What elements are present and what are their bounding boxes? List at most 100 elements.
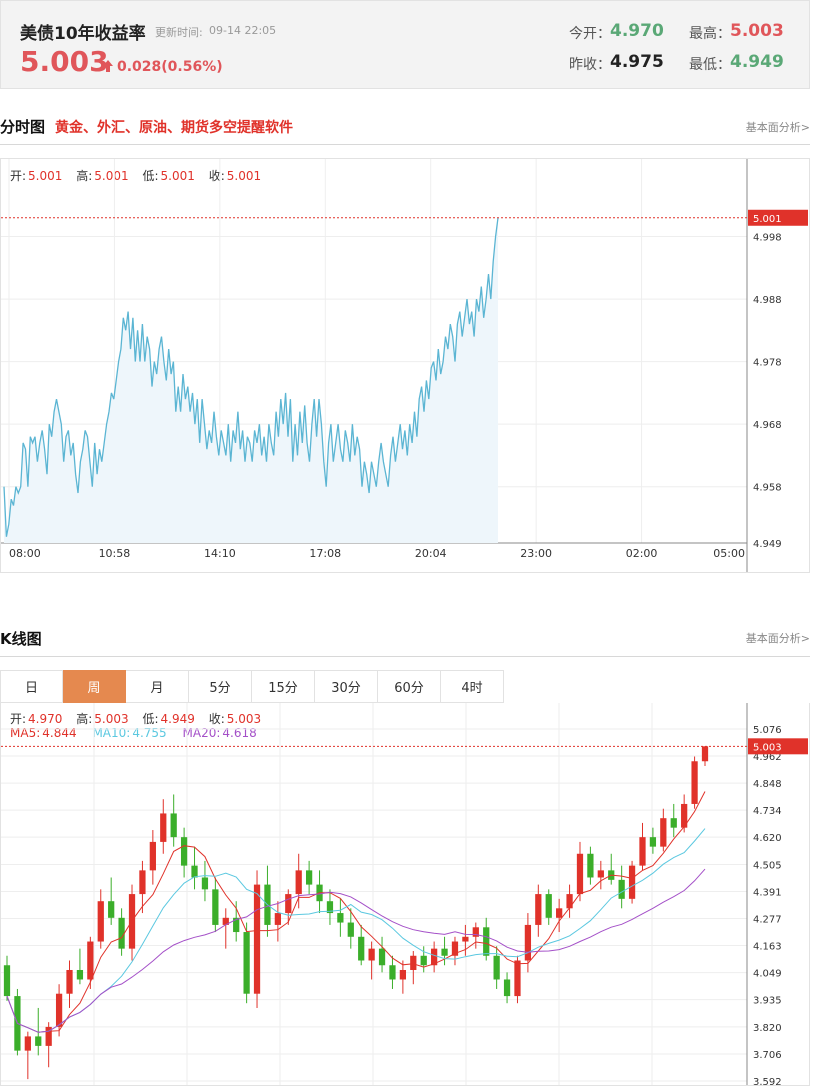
ma20-line — [6, 868, 706, 1033]
prev-close-label: 昨收： — [569, 57, 611, 73]
y-tick-label: 4.391 — [753, 887, 782, 898]
candle-down — [618, 879, 625, 899]
tab-6[interactable]: 60分 — [378, 670, 441, 703]
ma10-line — [6, 828, 706, 1033]
y-tick-label: 3.592 — [753, 1077, 782, 1085]
candle-down — [233, 917, 240, 933]
candle-down — [191, 865, 198, 878]
y-tick-label: 4.958 — [753, 483, 782, 494]
quote-panel: 美债10年收益率 更新时间: 09-14 22:05 5.003 0.028(0… — [0, 0, 810, 89]
tab-0[interactable]: 日 — [0, 670, 63, 703]
y-tick-label: 4.163 — [753, 942, 782, 953]
candle-down — [545, 894, 552, 918]
intraday-line-chart[interactable]: 08:00 10:58 14:10 17:08 20:04 23:00 02:00 05:00… — [1, 159, 809, 572]
candle-up — [399, 969, 407, 980]
intraday-low: 5.001 — [160, 169, 195, 183]
prev-close-value: 4.975 — [610, 52, 664, 72]
candle-up — [431, 948, 438, 966]
up-arrow-icon — [103, 60, 113, 72]
candle-down — [35, 1036, 42, 1046]
candle-down — [389, 965, 396, 980]
kline-low: 4.949 — [160, 712, 195, 726]
candle-up — [285, 894, 292, 914]
period-tabs: 日周月 5分 15分 30分 60分 4时 — [0, 670, 504, 703]
candle-up — [556, 908, 563, 918]
tab-1[interactable]: 周 — [63, 670, 126, 703]
ma5-line — [6, 791, 706, 1033]
candle-down — [483, 927, 490, 956]
high-label: 最高： — [689, 26, 731, 42]
candle-up — [253, 884, 261, 994]
kline-close: 5.003 — [226, 712, 262, 726]
candle-down — [587, 853, 594, 878]
candle-down — [347, 922, 354, 937]
candle-down — [212, 889, 219, 925]
open-value: 4.970 — [610, 21, 664, 41]
instrument-title: 美债10年收益率 — [20, 24, 146, 44]
candle-down — [118, 917, 125, 949]
y-tick-label: 5.076 — [753, 725, 782, 736]
candle-up — [45, 1026, 52, 1046]
y-tick-label: 4.998 — [753, 233, 782, 244]
tab-4[interactable]: 15分 — [252, 670, 315, 703]
candle-down — [243, 932, 250, 994]
candle-down — [441, 948, 448, 956]
tab-3[interactable]: 5分 — [189, 670, 252, 703]
candle-up — [66, 969, 73, 994]
candle-down — [180, 837, 188, 866]
y-tick-label: 4.049 — [753, 969, 782, 980]
candle-down — [3, 965, 11, 997]
open-label: 今开： — [569, 26, 611, 42]
kline-open-label: 开: — [10, 712, 27, 726]
y-tick-label: 4.620 — [753, 833, 782, 844]
candle-down — [108, 901, 115, 918]
candle-up — [681, 803, 688, 828]
candle-up — [660, 818, 667, 847]
candle-up — [295, 870, 302, 895]
candle-up — [274, 913, 281, 925]
low-value: 4.949 — [730, 52, 784, 72]
tab-5[interactable]: 30分 — [315, 670, 378, 703]
candle-down — [76, 969, 84, 980]
y-tick-label: 4.949 — [753, 539, 782, 550]
candle-up — [524, 924, 532, 961]
x-tick-label: 17:08 — [309, 547, 341, 560]
low-label: 最低： — [689, 57, 731, 73]
candle-down — [493, 955, 500, 980]
y-tick-label: 4.277 — [753, 915, 782, 926]
candle-up — [97, 901, 104, 942]
fundamental-analysis-link[interactable]: 基本面分析> — [745, 121, 810, 134]
y-tick-label: 3.706 — [753, 1050, 782, 1061]
kline-candlestick-chart[interactable]: 5.076 4.962 4.848 4.734 4.620 4.505 4.391 4.277… — [1, 703, 809, 1085]
intraday-title: 分时图 — [0, 118, 46, 136]
candle-up — [576, 853, 584, 895]
candle-up — [222, 917, 229, 925]
candle-up — [691, 761, 698, 804]
kline-chart-panel: 开: 4.970 高: 5.003 低: 4.949 收: 5.003 MA5: 4.84… — [0, 703, 810, 1086]
y-tick-label: 4.734 — [753, 806, 782, 817]
kline-fundamental-link[interactable]: 基本面分析> — [745, 632, 810, 645]
series-area — [4, 217, 498, 544]
candle-down — [420, 955, 427, 966]
candle-up — [139, 870, 146, 895]
y-tick-label: 4.505 — [753, 860, 782, 871]
tab-7[interactable]: 4时 — [441, 670, 504, 703]
promo-link[interactable]: 黄金、外汇、原油、期货多空提醒软件 — [55, 120, 293, 136]
x-tick-label: 05:00 — [713, 547, 745, 560]
candle-up — [368, 948, 375, 961]
tab-2[interactable]: 月 — [126, 670, 189, 703]
candle-up — [597, 870, 604, 878]
y-tick-label: 3.820 — [753, 1023, 782, 1034]
candle-up — [472, 927, 479, 937]
candle-up — [410, 955, 417, 970]
candle-down — [378, 948, 386, 966]
candle-up — [514, 960, 521, 997]
kline-title: K线图 — [0, 630, 42, 648]
y-tick-label: 4.968 — [753, 420, 782, 431]
kline-close-label: 收: — [208, 712, 225, 726]
x-tick-label: 02:00 — [626, 547, 658, 560]
y-tick-label: 4.848 — [753, 779, 782, 790]
current-price: 5.003 — [20, 45, 109, 78]
candle-up — [24, 1036, 31, 1051]
intraday-chart-panel: 开: 5.001 高: 5.001 低: 5.001 收: 5.001 08:00 10:… — [0, 158, 810, 573]
